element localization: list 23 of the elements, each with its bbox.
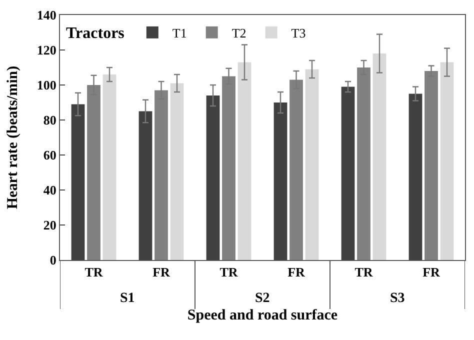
text: S1 <box>120 291 135 306</box>
text: S2 <box>255 291 270 306</box>
y-tick-label: 80 <box>43 112 56 128</box>
y-tick-label: 120 <box>36 42 56 58</box>
y-tick-label: 60 <box>43 148 56 163</box>
x-tick-label: FR <box>422 264 441 280</box>
y-tick-label: 40 <box>43 182 56 198</box>
legend-label: T2 <box>232 25 246 40</box>
y-tick-label: 140 <box>36 8 56 23</box>
x-tick-label: FR <box>288 264 306 280</box>
x-axis-title: Speed and road surface <box>187 308 338 324</box>
y-axis-title: Heart rate (beats/min) <box>5 66 22 210</box>
x-tick-label: TR <box>354 264 374 280</box>
legend-title: Tractors <box>66 25 124 42</box>
legend-label: T3 <box>291 25 306 40</box>
x-tick-label: TR <box>220 264 238 280</box>
legend-label: T1 <box>172 25 187 40</box>
text: S3 <box>390 291 405 306</box>
y-tick-label: 100 <box>36 78 56 93</box>
x-tick-label: FR <box>152 264 171 280</box>
x-tick-label: TR <box>84 264 104 280</box>
y-tick-label: 20 <box>43 218 56 233</box>
y-tick-label: 0 <box>50 252 56 268</box>
